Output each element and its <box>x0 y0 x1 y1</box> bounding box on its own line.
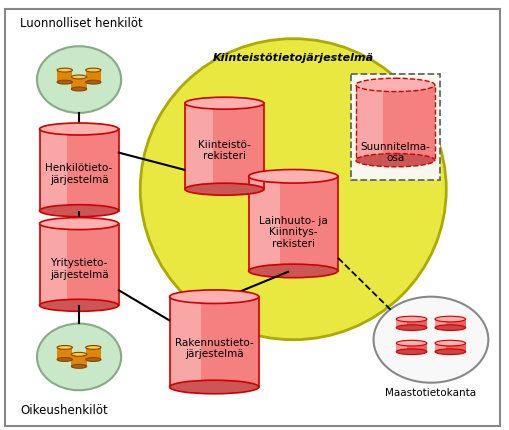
FancyBboxPatch shape <box>40 224 67 305</box>
Bar <box>434 319 445 328</box>
Text: Luonnolliset henkilöt: Luonnolliset henkilöt <box>20 17 143 30</box>
Text: Rakennustieto-
järjestelmä: Rakennustieto- järjestelmä <box>175 338 253 359</box>
Ellipse shape <box>140 39 445 340</box>
Ellipse shape <box>37 323 121 390</box>
Ellipse shape <box>185 97 264 109</box>
Text: Henkilötieto-
järjestelmä: Henkilötieto- järjestelmä <box>45 163 112 185</box>
Ellipse shape <box>169 380 258 394</box>
FancyBboxPatch shape <box>40 129 118 211</box>
Ellipse shape <box>355 78 434 92</box>
Ellipse shape <box>71 353 87 356</box>
Ellipse shape <box>57 68 72 72</box>
Ellipse shape <box>57 80 72 84</box>
Bar <box>395 319 406 328</box>
Bar <box>395 343 406 352</box>
Ellipse shape <box>86 346 101 349</box>
Ellipse shape <box>71 365 87 368</box>
Text: Kiinteistö-
rekisteri: Kiinteistö- rekisteri <box>197 140 250 161</box>
Bar <box>434 343 445 352</box>
Ellipse shape <box>57 346 72 349</box>
Text: Lainhuuto- ja
Kiinnitys-
rekisteri: Lainhuuto- ja Kiinnitys- rekisteri <box>259 215 327 249</box>
Ellipse shape <box>86 357 101 361</box>
Text: Yritystieto-
järjestelmä: Yritystieto- järjestelmä <box>50 258 108 280</box>
Ellipse shape <box>71 87 87 91</box>
Text: Kiinteistötietojärjestelmä: Kiinteistötietojärjestelmä <box>212 53 373 63</box>
Ellipse shape <box>86 80 101 84</box>
Ellipse shape <box>86 68 101 72</box>
FancyBboxPatch shape <box>248 176 279 271</box>
FancyBboxPatch shape <box>185 103 264 189</box>
Ellipse shape <box>185 183 264 195</box>
Ellipse shape <box>434 349 465 355</box>
Ellipse shape <box>395 340 426 346</box>
FancyBboxPatch shape <box>40 224 118 305</box>
Ellipse shape <box>71 75 87 79</box>
Ellipse shape <box>40 123 118 135</box>
Ellipse shape <box>434 340 465 346</box>
FancyBboxPatch shape <box>40 129 67 211</box>
Ellipse shape <box>40 299 118 311</box>
FancyBboxPatch shape <box>355 85 383 160</box>
Ellipse shape <box>37 46 121 113</box>
Ellipse shape <box>373 297 488 383</box>
Text: Suunnitelma-
osa: Suunnitelma- osa <box>359 142 430 163</box>
Ellipse shape <box>40 218 118 230</box>
Ellipse shape <box>395 325 426 331</box>
FancyBboxPatch shape <box>169 297 259 387</box>
FancyBboxPatch shape <box>355 85 434 160</box>
Bar <box>434 343 465 352</box>
Bar <box>86 70 101 82</box>
Text: Maastotietokanta: Maastotietokanta <box>385 388 475 399</box>
Ellipse shape <box>40 205 118 217</box>
Bar <box>57 70 72 82</box>
Bar <box>395 319 426 328</box>
Ellipse shape <box>248 264 337 278</box>
FancyBboxPatch shape <box>169 297 201 387</box>
FancyBboxPatch shape <box>185 103 212 189</box>
Bar <box>350 74 439 180</box>
FancyBboxPatch shape <box>248 176 337 271</box>
Text: Oikeushenkilöt: Oikeushenkilöt <box>20 404 108 417</box>
Bar <box>395 343 426 352</box>
Bar <box>86 347 101 359</box>
Ellipse shape <box>395 316 426 322</box>
Bar <box>71 77 87 89</box>
Bar <box>71 354 87 366</box>
Ellipse shape <box>169 290 258 304</box>
Bar <box>434 319 465 328</box>
Ellipse shape <box>57 357 72 361</box>
Ellipse shape <box>434 316 465 322</box>
Bar <box>57 347 72 359</box>
Ellipse shape <box>395 349 426 355</box>
Ellipse shape <box>355 154 434 167</box>
Ellipse shape <box>434 325 465 331</box>
Ellipse shape <box>248 169 337 183</box>
